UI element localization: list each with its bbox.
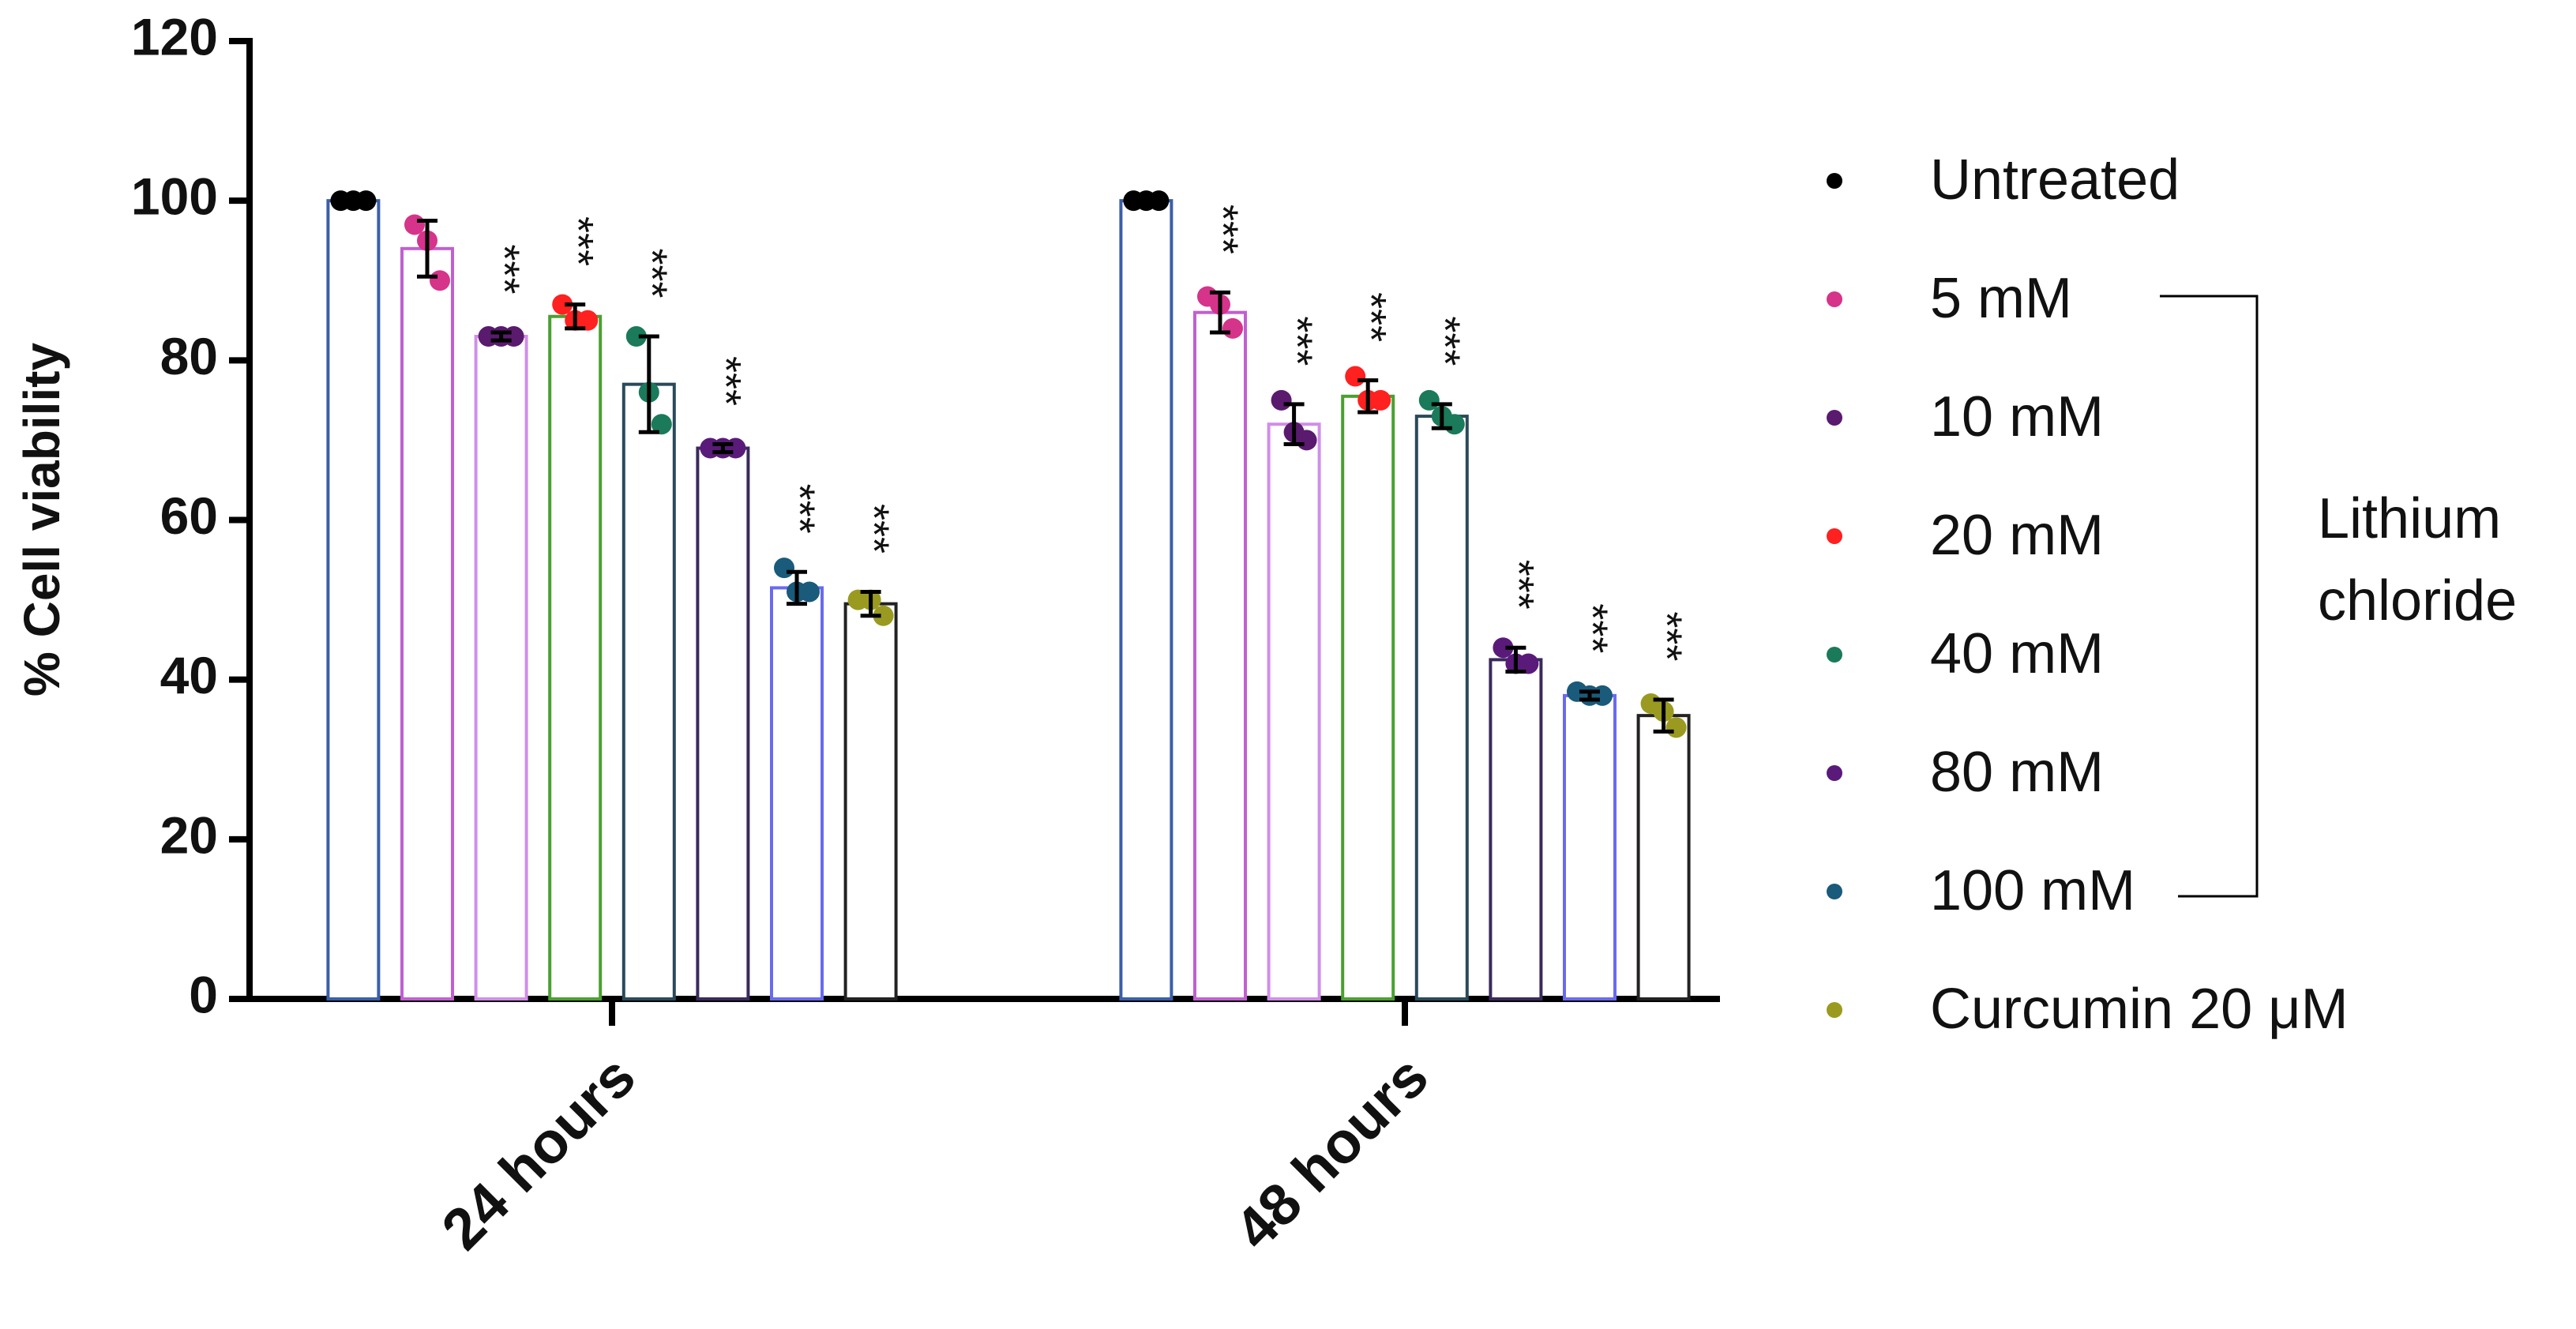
bar — [1267, 422, 1321, 1001]
legend-marker — [1827, 647, 1842, 663]
legend-label: 5 mM — [1930, 267, 2072, 330]
bar — [621, 382, 676, 1001]
legend-marker — [1827, 528, 1842, 544]
bar — [400, 246, 454, 1001]
data-point — [1518, 653, 1539, 674]
data-point — [1665, 717, 1687, 738]
data-point — [1444, 414, 1465, 435]
data-point — [725, 437, 746, 459]
bar — [1341, 394, 1395, 1001]
bar — [1636, 714, 1691, 1001]
data-point — [404, 214, 425, 235]
error-bar — [490, 330, 512, 343]
legend-label: 40 mM — [1930, 622, 2104, 685]
data-point — [1222, 317, 1243, 339]
legend-label: Curcumin 20 μM — [1930, 978, 2349, 1041]
data-point — [1345, 366, 1366, 387]
error-bar — [787, 569, 807, 606]
bar — [770, 586, 824, 1001]
bar — [696, 446, 750, 1001]
significance-label: *** — [629, 248, 676, 298]
data-point — [774, 558, 794, 579]
data-point — [1493, 637, 1514, 659]
bar — [843, 602, 898, 1001]
bar — [1414, 415, 1469, 1001]
bar — [1119, 199, 1173, 1001]
data-point — [799, 581, 820, 603]
data-point — [355, 190, 377, 212]
legend-bracket-label: chloride — [2318, 569, 2517, 633]
y-axis-label: % Cell viability — [13, 343, 70, 697]
data-point — [1592, 685, 1613, 706]
data-point — [873, 605, 894, 626]
data-point — [1148, 190, 1170, 212]
error-bar — [417, 218, 437, 279]
data-point — [552, 294, 573, 315]
data-point — [577, 310, 599, 331]
significance-label: *** — [850, 504, 897, 554]
error-bar — [1431, 402, 1452, 430]
data-point — [1418, 389, 1440, 411]
error-bar — [565, 302, 586, 331]
bar — [1193, 310, 1247, 1001]
data-point — [430, 270, 450, 291]
significance-label: *** — [1421, 316, 1469, 366]
error-bar — [638, 334, 659, 434]
error-bar — [712, 441, 734, 455]
data-point — [1271, 389, 1292, 411]
bar — [548, 314, 603, 1001]
significance-label: *** — [1569, 603, 1617, 653]
significance-label: *** — [1347, 292, 1395, 342]
significance-label: *** — [702, 356, 749, 406]
y-tick-label: 40 — [160, 646, 218, 704]
legend-label: Untreated — [1930, 148, 2180, 212]
data-point — [1296, 430, 1317, 451]
bar — [326, 199, 381, 1001]
y-tick-label: 20 — [160, 805, 218, 864]
data-point — [1370, 389, 1391, 411]
legend-marker — [1827, 410, 1842, 426]
legend-label: 10 mM — [1930, 385, 2104, 449]
error-bar — [1283, 402, 1305, 446]
significance-label: *** — [776, 484, 824, 534]
y-tick-label: 60 — [160, 486, 218, 545]
significance-label: *** — [1200, 205, 1247, 254]
y-tick-label: 100 — [131, 167, 218, 226]
data-point — [651, 414, 672, 435]
x-tick-label: 48 hours — [1222, 1043, 1440, 1262]
legend-marker — [1827, 765, 1842, 781]
legend-marker — [1827, 884, 1842, 899]
legend-label: 100 mM — [1930, 859, 2135, 922]
significance-label: *** — [480, 244, 528, 294]
bar — [1563, 693, 1617, 1001]
significance-label: *** — [1643, 611, 1690, 661]
legend-label: 80 mM — [1930, 741, 2104, 804]
error-bar — [1579, 689, 1600, 702]
data-point — [503, 326, 524, 347]
error-bar — [1653, 697, 1674, 734]
error-bar — [1357, 378, 1379, 415]
x-tick-label: 24 hours — [429, 1043, 648, 1262]
legend-marker — [1827, 173, 1842, 189]
legend-label: 20 mM — [1930, 504, 2104, 567]
bar — [474, 335, 528, 1001]
significance-label: *** — [554, 216, 602, 266]
significance-label: *** — [1495, 560, 1542, 610]
error-bar — [1210, 290, 1230, 335]
significance-label: *** — [1273, 316, 1320, 366]
legend-bracket — [2160, 295, 2259, 898]
y-tick-label: 120 — [131, 7, 218, 66]
legend-marker — [1827, 291, 1842, 307]
y-tick-label: 80 — [160, 327, 218, 385]
legend-marker — [1827, 1002, 1842, 1018]
data-point — [625, 326, 647, 347]
y-tick-label: 0 — [189, 965, 218, 1023]
error-bar — [1505, 645, 1526, 674]
bar — [1489, 658, 1543, 1001]
error-bar — [860, 589, 881, 618]
legend-bracket-label: Lithium — [2318, 487, 2501, 550]
